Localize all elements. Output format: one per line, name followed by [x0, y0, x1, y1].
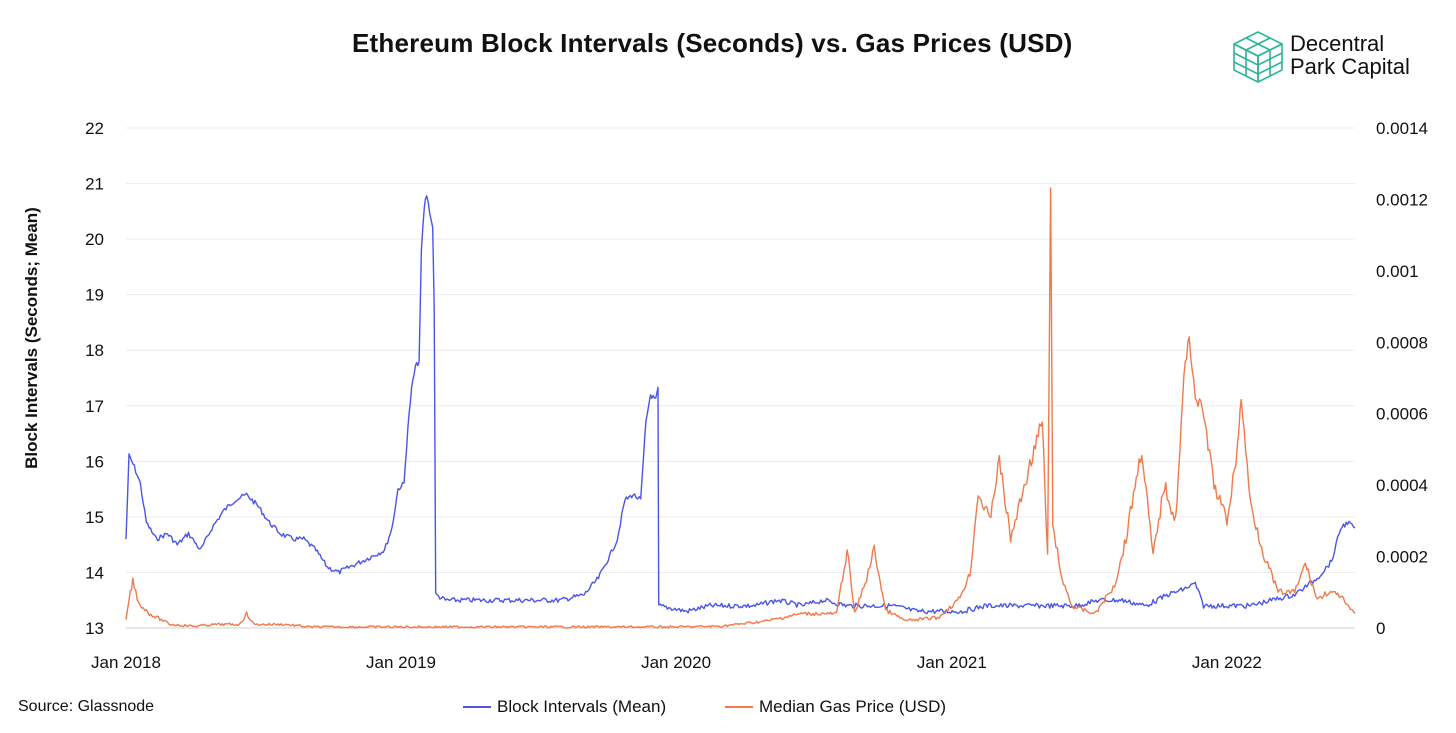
legend-label-block-intervals: Block Intervals (Mean): [497, 697, 667, 716]
x-tick-label: Jan 2021: [917, 653, 987, 672]
brand-line-1: Decentral: [1290, 31, 1385, 56]
brand-name: Decentral Park Capital: [1290, 32, 1410, 78]
y-right-tick-label: 0.0006: [1376, 405, 1428, 424]
y-left-tick-label: 16: [85, 452, 104, 471]
legend-swatch-gas-price: [725, 706, 753, 708]
x-tick-label: Jan 2019: [366, 653, 436, 672]
y-axis-label: Block Intervals (Seconds; Mean): [22, 207, 41, 469]
source-note: Source: Glassnode: [18, 698, 155, 715]
y-right-tick-label: 0.0002: [1376, 548, 1428, 567]
y-axis-left: 22 21 20 19 18 17 16 15 14 13: [85, 119, 104, 638]
legend-item-gas-price: Median Gas Price (USD): [725, 697, 946, 717]
x-tick-label: Jan 2020: [641, 653, 711, 672]
series-lines: [125, 187, 1356, 629]
x-axis: Jan 2018 Jan 2019 Jan 2020 Jan 2021 Jan 2022: [91, 627, 1355, 672]
legend-swatch-block-intervals: [463, 706, 491, 708]
series-line-gas-price: [125, 187, 1356, 629]
grid-lines: [126, 127, 1355, 629]
y-right-tick-label: 0.0008: [1376, 333, 1428, 352]
y-left-tick-label: 18: [85, 341, 104, 360]
legend-label-gas-price: Median Gas Price (USD): [759, 697, 947, 716]
y-right-tick-label: 0.0004: [1376, 476, 1428, 495]
y-right-tick-label: 0.0012: [1376, 190, 1428, 209]
x-tick-label: Jan 2022: [1192, 653, 1262, 672]
y-left-tick-label: 21: [85, 175, 104, 194]
y-right-tick-label: 0.0014: [1376, 119, 1428, 138]
y-left-tick-label: 22: [85, 119, 104, 138]
x-tick-label: Jan 2018: [91, 653, 161, 672]
brand-line-2: Park Capital: [1290, 54, 1410, 79]
y-left-tick-label: 19: [85, 286, 104, 305]
cube-grid-icon: [1233, 31, 1283, 83]
y-left-tick-label: 14: [85, 563, 104, 582]
chart-title: Ethereum Block Intervals (Seconds) vs. G…: [352, 28, 1073, 58]
y-right-tick-label: 0.001: [1376, 262, 1419, 281]
y-left-tick-label: 17: [85, 397, 104, 416]
y-left-tick-label: 13: [85, 619, 104, 638]
y-left-tick-label: 20: [85, 230, 104, 249]
y-right-tick-label: 0: [1376, 619, 1385, 638]
series-line-block-intervals: [125, 195, 1356, 615]
y-left-tick-label: 15: [85, 508, 104, 527]
legend-item-block-intervals: Block Intervals (Mean): [463, 697, 666, 717]
y-axis-right: 0.0014 0.0012 0.001 0.0008 0.0006 0.0004 0.000…: [1376, 119, 1428, 638]
brand-logo: Decentral Park Capital: [1232, 30, 1442, 86]
